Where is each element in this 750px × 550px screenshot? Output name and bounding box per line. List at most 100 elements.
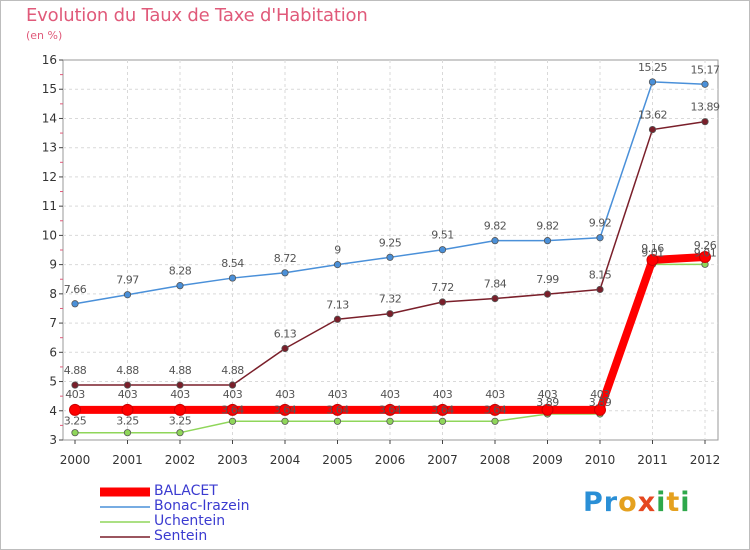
- data-point-bonac-irazein: [123, 291, 132, 299]
- data-label-uchentein: 3.64: [274, 403, 297, 416]
- logo-letter: i: [680, 487, 691, 518]
- data-point-bonac-irazein: [701, 80, 709, 88]
- legend-swatch-bonac-irazein: [100, 506, 150, 508]
- data-label-sentein: 7.13: [326, 298, 349, 311]
- x-tick-label: 2004: [270, 453, 301, 467]
- logo-letter: P: [583, 487, 604, 518]
- x-tick-label: 2012: [690, 453, 721, 467]
- x-tick-label: 2011: [637, 453, 668, 467]
- logo-letter: t: [666, 487, 681, 518]
- data-label-bonac-irazein: 15.17: [691, 63, 720, 76]
- data-point-sentein: [333, 315, 342, 323]
- data-point-bonac-irazein: [491, 237, 499, 245]
- line-chart: 3 4 5 6 7 8 9 10 11 12 13 14 15 16 2000 2001 2002 2003 200…: [42, 53, 721, 467]
- legend-label-bonac-irazein: Bonac-Irazein: [154, 498, 250, 514]
- logo-letter: x: [637, 487, 657, 518]
- data-label-sentein: 8.15: [589, 268, 612, 281]
- data-label-bonac-irazein: 9.92: [589, 217, 612, 230]
- legend-label-uchentein: Uchentein: [154, 513, 226, 529]
- data-label-uchentein: 3.64: [379, 403, 402, 416]
- y-tick-label: 14: [42, 111, 57, 125]
- data-label-sentein: 4.88: [64, 364, 87, 377]
- x-tick-label: 2002: [165, 453, 196, 467]
- y-tick-label: 6: [49, 345, 57, 359]
- data-point-balacet: [436, 403, 449, 416]
- data-label-uchentein: 3.25: [169, 415, 192, 428]
- data-point-bonac-irazein: [71, 300, 79, 308]
- proxiti-logo: Proxiti: [583, 487, 691, 518]
- data-label-balacet: 403: [170, 388, 190, 401]
- data-label-bonac-irazein: 8.28: [169, 265, 192, 278]
- data-label-balacet: 403: [65, 388, 85, 401]
- data-label-balacet: 403: [485, 388, 505, 401]
- data-label-uchentein: 3.64: [326, 403, 349, 416]
- data-label-bonac-irazein: 8.54: [221, 257, 244, 270]
- x-tick-label: 2007: [427, 453, 458, 467]
- data-label-bonac-irazein: 8.72: [274, 252, 297, 265]
- data-label-uchentein: 3.64: [431, 403, 454, 416]
- x-tick-label: 2006: [375, 453, 406, 467]
- data-point-uchentein: [228, 417, 237, 425]
- y-tick-label: 11: [42, 199, 57, 213]
- data-point-uchentein: [438, 417, 447, 425]
- data-label-balacet: 403: [118, 388, 138, 401]
- data-label-sentein: 13.89: [691, 101, 720, 114]
- data-label-sentein: 13.62: [638, 109, 667, 122]
- data-label-uchentein: 9.01: [641, 246, 664, 259]
- data-point-bonac-irazein: [438, 246, 447, 254]
- data-label-sentein: 4.88: [221, 364, 244, 377]
- data-point-uchentein: [386, 417, 394, 425]
- data-label-uchentein: 9.01: [694, 246, 717, 259]
- data-point-sentein: [543, 290, 552, 298]
- data-point-bonac-irazein: [333, 261, 342, 269]
- data-label-uchentein: 3.25: [116, 415, 139, 428]
- x-tick-label: 2005: [322, 453, 353, 467]
- data-point-sentein: [176, 381, 184, 389]
- data-label-uchentein: 3.25: [64, 415, 87, 428]
- data-point-balacet: [174, 403, 186, 416]
- data-point-sentein: [596, 285, 604, 294]
- legend-label-sentein: Sentein: [154, 528, 208, 544]
- data-point-bonac-irazein: [228, 274, 237, 282]
- data-point-sentein: [228, 381, 237, 389]
- x-tick-label: 2001: [112, 453, 143, 467]
- y-tick-label: 16: [42, 53, 57, 67]
- y-tick-label: 3: [49, 433, 57, 447]
- data-point-balacet: [384, 403, 396, 416]
- data-point-uchentein: [491, 417, 499, 425]
- data-label-bonac-irazein: 7.97: [116, 274, 139, 287]
- data-point-sentein: [648, 125, 657, 134]
- data-label-sentein: 6.13: [274, 328, 297, 341]
- x-tick-label: 2000: [60, 453, 91, 467]
- data-point-balacet: [279, 403, 291, 416]
- y-tick-label: 7: [49, 316, 57, 330]
- data-point-uchentein: [123, 429, 132, 437]
- y-tick-label: 15: [42, 82, 57, 96]
- data-point-balacet: [541, 403, 554, 416]
- data-point-bonac-irazein: [176, 282, 184, 290]
- data-point-balacet: [121, 403, 134, 416]
- data-point-balacet: [646, 253, 659, 266]
- logo-letter: r: [603, 487, 619, 518]
- data-label-sentein: 7.84: [484, 278, 507, 291]
- data-point-bonac-irazein: [386, 253, 394, 261]
- data-label-sentein: 4.88: [169, 364, 192, 377]
- x-tick-label: 2003: [217, 453, 248, 467]
- data-label-uchentein: 3.64: [484, 403, 507, 416]
- data-point-balacet: [226, 403, 239, 416]
- data-label-balacet: 403: [328, 388, 348, 401]
- data-point-balacet: [594, 403, 606, 416]
- data-point-bonac-irazein: [596, 234, 604, 242]
- y-tick-label: 8: [49, 287, 57, 301]
- data-point-sentein: [438, 298, 447, 306]
- data-label-bonac-irazein: 9.51: [431, 229, 454, 242]
- data-point-balacet: [69, 403, 81, 416]
- data-label-balacet: 403: [275, 388, 295, 401]
- data-point-sentein: [123, 381, 132, 389]
- legend-swatch-sentein: [100, 536, 150, 538]
- y-tick-label: 10: [42, 228, 57, 242]
- data-point-balacet: [699, 251, 711, 264]
- data-label-sentein: 7.72: [431, 281, 454, 294]
- data-point-balacet: [331, 403, 344, 416]
- y-tick-label: 9: [49, 258, 57, 272]
